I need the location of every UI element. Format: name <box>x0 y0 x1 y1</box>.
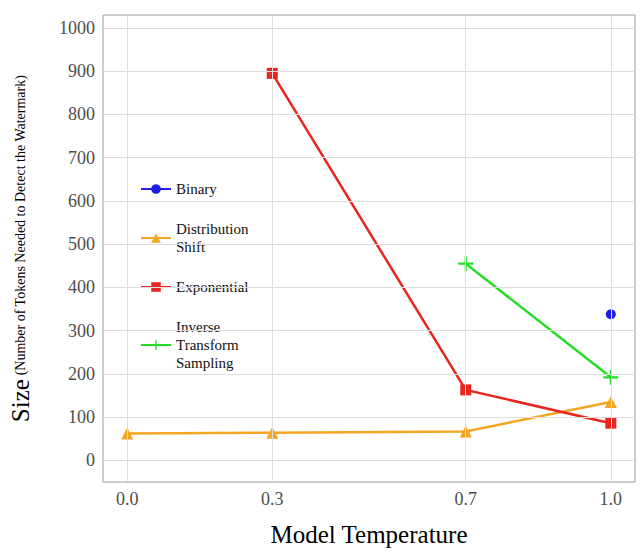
svg-text:Distribution: Distribution <box>176 221 249 237</box>
svg-text:Shift: Shift <box>176 239 206 255</box>
svg-text:1000: 1000 <box>59 18 95 38</box>
svg-text:(Number of Tokens Needed to De: (Number of Tokens Needed to Detect the W… <box>13 75 29 379</box>
svg-text:100: 100 <box>68 407 95 427</box>
svg-text:Transform: Transform <box>176 337 239 353</box>
svg-text:900: 900 <box>68 61 95 81</box>
svg-text:Exponential: Exponential <box>176 279 249 295</box>
svg-text:200: 200 <box>68 364 95 384</box>
svg-text:Inverse: Inverse <box>176 319 220 335</box>
svg-text:600: 600 <box>68 191 95 211</box>
svg-text:Size: Size <box>7 379 34 422</box>
svg-text:800: 800 <box>68 104 95 124</box>
svg-text:Binary: Binary <box>176 181 217 197</box>
svg-text:0.3: 0.3 <box>261 489 284 509</box>
svg-text:1.0: 1.0 <box>600 489 623 509</box>
svg-text:Model Temperature: Model Temperature <box>270 521 467 548</box>
svg-text:0.7: 0.7 <box>454 489 477 509</box>
svg-text:400: 400 <box>68 277 95 297</box>
svg-text:0.0: 0.0 <box>116 489 138 509</box>
svg-text:500: 500 <box>68 234 95 254</box>
svg-text:300: 300 <box>68 321 95 341</box>
svg-text:Sampling: Sampling <box>176 355 234 371</box>
svg-text:700: 700 <box>68 148 95 168</box>
svg-text:0: 0 <box>86 450 95 470</box>
